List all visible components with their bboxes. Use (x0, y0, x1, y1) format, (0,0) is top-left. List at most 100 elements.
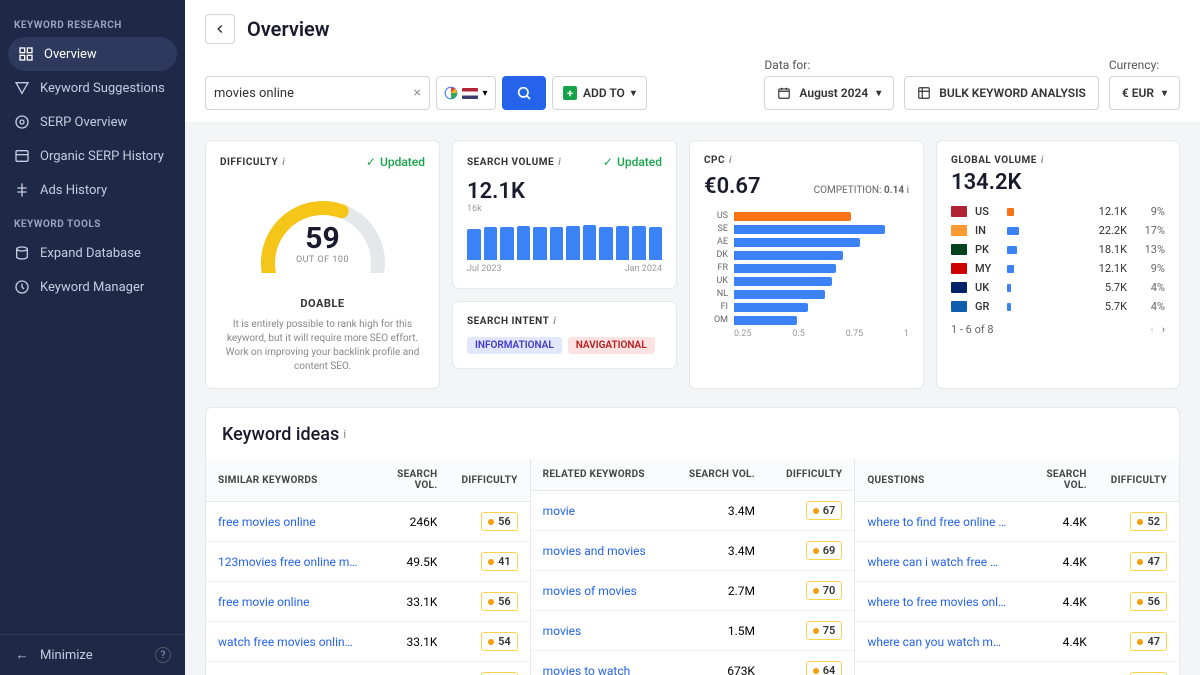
table-row: where can you watch movi...4.4K47 (855, 622, 1179, 662)
chevron-down-icon: ▾ (631, 88, 636, 99)
intent-tag: INFORMATIONAL (467, 337, 562, 354)
sidebar-item-organic-serp-history[interactable]: Organic SERP History (0, 139, 185, 173)
page-title: Overview (247, 17, 330, 41)
difficulty-badge: 64 (806, 661, 843, 675)
difficulty-badge: 56 (1130, 592, 1167, 611)
arrow-left-icon: ← (14, 647, 30, 663)
bulk-analysis-button[interactable]: BULK KEYWORD ANALYSIS (904, 76, 1099, 110)
currency-select[interactable]: € EUR ▾ (1109, 76, 1180, 110)
volume-bar (550, 227, 564, 260)
sidebar-footer: ← Minimize ? (0, 634, 185, 675)
next-page-button[interactable]: › (1162, 323, 1165, 336)
difficulty-badge: 75 (806, 621, 843, 640)
search-intent-card: SEARCH INTENTi INFORMATIONALNAVIGATIONAL (452, 301, 677, 369)
info-icon[interactable]: i (729, 155, 732, 166)
keyword-link[interactable]: where can i watch free mo... (867, 555, 1007, 569)
keyword-link[interactable]: where to find free online ... (867, 515, 1007, 529)
volume-ymax: 16k (467, 204, 662, 214)
keyword-volume: 49.5K (370, 542, 449, 582)
table-row: movies online free movies27.8K60 (206, 662, 530, 675)
country-percent: 4% (1135, 281, 1165, 294)
keyword-volume: 3.4M (669, 491, 767, 531)
col-header: SIMILAR KEYWORDS (206, 459, 370, 502)
sidebar-item-label: Keyword Manager (40, 280, 144, 295)
volume-bar (500, 227, 514, 260)
cpc-card: CPCi €0.67 COMPETITION: 0.14 i USSEAEDKF… (689, 140, 924, 389)
add-to-button[interactable]: + ADD TO ▾ (552, 76, 647, 110)
sidebar-item-keyword-suggestions[interactable]: Keyword Suggestions (0, 71, 185, 105)
competition: COMPETITION: 0.14 i (814, 185, 909, 196)
col-header: SEARCH VOL. (370, 459, 449, 502)
keyword-link[interactable]: free movie online (218, 595, 358, 609)
difficulty-badge: 52 (1130, 512, 1167, 531)
sidebar-item-serp-overview[interactable]: SERP Overview (0, 105, 185, 139)
flag-icon (951, 225, 967, 236)
flag-icon (462, 88, 478, 99)
keyword-link[interactable]: movies and movies (543, 544, 657, 558)
keyword-link[interactable]: free movies online (218, 515, 358, 529)
updated-badge: ✓ Updated (603, 155, 662, 169)
info-icon[interactable]: i (553, 316, 556, 327)
main: Overview × ▾ + ADD TO ▾ (185, 0, 1200, 675)
difficulty-badge: 69 (806, 541, 843, 560)
country-code: IN (975, 224, 999, 237)
clear-search-icon[interactable]: × (414, 85, 421, 101)
sidebar-item-ads-history[interactable]: Ads History (0, 173, 185, 207)
ideas-column: SIMILAR KEYWORDSSEARCH VOL.DIFFICULTYfre… (206, 459, 531, 675)
search-button[interactable] (502, 76, 546, 110)
keyword-link[interactable]: movies of movies (543, 584, 657, 598)
info-icon[interactable]: i (1041, 155, 1044, 166)
keyword-link[interactable]: where can you watch movi... (867, 635, 1007, 649)
keyword-volume: 3.4M (669, 531, 767, 571)
table-row: movies 1.5M 75 (531, 611, 855, 651)
prev-page-button[interactable]: ‹ (1150, 323, 1153, 336)
keyword-volume: 4.4K (1019, 542, 1098, 582)
keyword-volume: 673K (669, 651, 767, 675)
table-row: watch free movies online f...33.1K54 (206, 622, 530, 662)
cpc-axis: 0.250.50.751 (704, 329, 909, 339)
difficulty-badge: 56 (481, 512, 518, 531)
search-engine-select[interactable]: ▾ (436, 76, 496, 110)
data-for-label: Data for: (764, 58, 894, 72)
cpc-bar-row: UK (704, 276, 909, 286)
sidebar-item-label: Keyword Suggestions (40, 81, 165, 96)
country-code: PK (975, 243, 999, 256)
difficulty-title: DIFFICULTYi (220, 157, 285, 168)
keyword-link[interactable]: where to free movies online (867, 595, 1007, 609)
info-icon[interactable]: i (343, 428, 346, 441)
info-icon[interactable]: i (558, 157, 561, 168)
search-input[interactable] (214, 86, 414, 101)
difficulty-outof: OUT OF 100 (248, 255, 398, 265)
keyword-link[interactable]: watch free movies online f... (218, 635, 358, 649)
sidebar-item-overview[interactable]: Overview (8, 37, 177, 71)
bulk-label: BULK KEYWORD ANALYSIS (939, 86, 1086, 100)
keyword-link[interactable]: movies (543, 624, 657, 638)
sidebar-item-label: Ads History (40, 183, 107, 198)
back-button[interactable] (205, 14, 235, 44)
help-icon[interactable]: ? (155, 647, 171, 663)
volume-value: 12.1K (467, 179, 662, 204)
cpc-bar-label: SE (704, 224, 728, 234)
info-icon[interactable]: i (282, 157, 285, 168)
cpc-bar-row: FR (704, 263, 909, 273)
keyword-link[interactable]: movies to watch (543, 664, 657, 675)
date-select[interactable]: August 2024 ▾ (764, 76, 894, 110)
flag-icon (951, 282, 967, 293)
difficulty-badge: 47 (1130, 632, 1167, 651)
keyword-volume: 2.7M (669, 571, 767, 611)
keyword-link[interactable]: 123movies free online mo... (218, 555, 358, 569)
cpc-bar-row: DK (704, 250, 909, 260)
difficulty-badge: 67 (806, 501, 843, 520)
cpc-bar-label: NL (704, 289, 728, 299)
info-icon[interactable]: i (907, 185, 909, 196)
keyword-volume: 1.5M (669, 611, 767, 651)
intent-tag: NAVIGATIONAL (568, 337, 655, 354)
cpc-bar-label: FR (704, 263, 728, 273)
table-row: free movies online246K56 (206, 502, 530, 542)
keyword-link[interactable]: movie (543, 504, 657, 518)
minimize-button[interactable]: ← Minimize (14, 647, 93, 663)
sidebar-item-expand-database[interactable]: Expand Database (0, 236, 185, 270)
cpc-bar-label: AE (704, 237, 728, 247)
difficulty-badge: 41 (481, 552, 518, 571)
sidebar-item-keyword-manager[interactable]: Keyword Manager (0, 270, 185, 304)
